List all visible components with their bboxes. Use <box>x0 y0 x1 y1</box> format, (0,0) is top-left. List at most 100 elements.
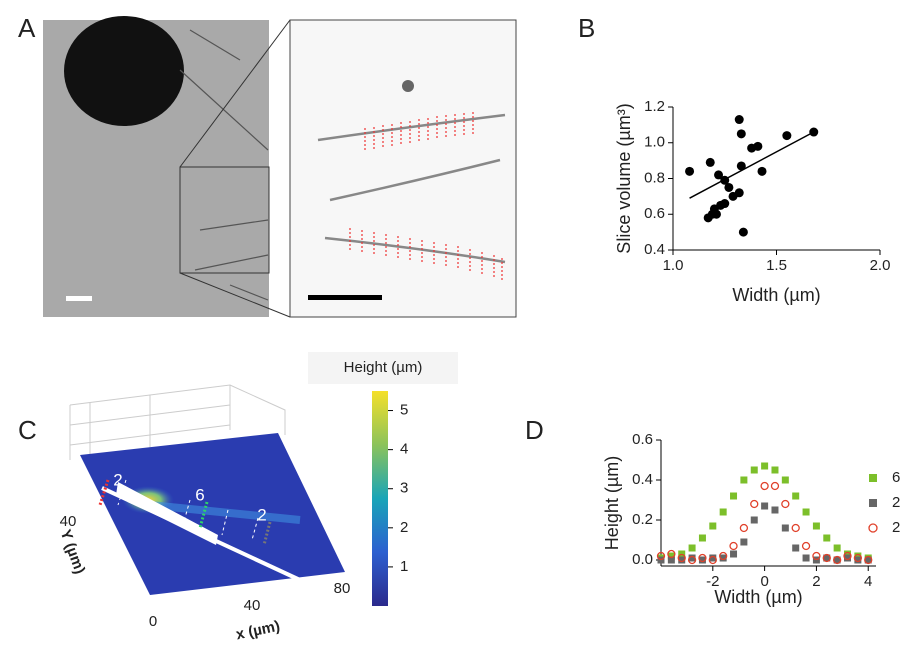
point <box>844 554 852 562</box>
point <box>709 522 717 530</box>
section-label: 6 <box>195 485 204 504</box>
point <box>832 555 842 565</box>
point <box>719 508 727 516</box>
point <box>734 115 744 125</box>
point <box>724 182 734 192</box>
point <box>782 131 792 141</box>
y-tick-label: 0.4 <box>644 241 665 258</box>
y-tick-label: 40 <box>60 513 77 530</box>
x-axis-label: x (µm) <box>234 618 281 644</box>
point <box>677 553 686 563</box>
point <box>714 170 724 180</box>
colorbar-tick-label: 1 <box>400 558 408 575</box>
legend-label: 2 <box>892 494 900 511</box>
micrograph <box>43 16 517 318</box>
y-tick-label: 0.6 <box>644 205 665 222</box>
point <box>667 549 676 559</box>
point <box>688 544 696 552</box>
point <box>761 502 769 510</box>
x-tick-label: 4 <box>864 573 872 590</box>
point <box>781 524 789 532</box>
x-axis-label: Width (µm) <box>732 285 820 305</box>
point <box>761 462 769 470</box>
point <box>833 556 841 564</box>
panel-label: A <box>18 13 36 43</box>
point <box>720 199 730 209</box>
panel-label: C <box>18 415 37 445</box>
point <box>711 209 721 219</box>
point <box>656 551 666 561</box>
point <box>740 538 748 546</box>
x-tick-label: 2.0 <box>870 257 891 274</box>
point <box>705 157 715 167</box>
point <box>688 554 696 562</box>
point <box>760 481 769 491</box>
y-tick-label: 0.4 <box>632 471 653 488</box>
y-tick-label: 0.6 <box>632 431 653 448</box>
point <box>770 481 780 491</box>
colorbar-title-bg <box>308 352 458 384</box>
point <box>802 554 810 562</box>
point <box>771 506 779 514</box>
point <box>854 556 862 564</box>
x-tick-label: 1.0 <box>663 257 684 274</box>
point <box>736 129 746 139</box>
point <box>750 466 758 474</box>
point <box>685 166 695 176</box>
legend-marker <box>869 499 877 507</box>
point <box>698 556 706 564</box>
x-axis-label: Width (µm) <box>714 587 802 607</box>
section-label: 2 <box>257 505 266 524</box>
legend-marker <box>869 474 877 482</box>
x-tick-label: 0 <box>149 613 157 630</box>
point <box>771 466 779 474</box>
point <box>730 492 738 500</box>
y-tick-label: 0.2 <box>632 511 653 528</box>
point <box>667 556 675 564</box>
x-tick-label: 80 <box>334 580 351 597</box>
colorbar-title: Height (µm) <box>344 359 423 376</box>
point <box>720 175 730 185</box>
point <box>854 552 862 560</box>
point <box>812 522 820 530</box>
panel-label: B <box>578 13 595 43</box>
colorbar-tick-label: 3 <box>400 480 408 497</box>
point <box>698 553 707 563</box>
y-tick-label: 0.0 <box>632 551 653 568</box>
point <box>687 555 697 565</box>
point <box>844 550 852 558</box>
y-axis-label: Height (µm) <box>602 456 622 550</box>
fit-line <box>689 131 815 199</box>
y-axis-label: Y (µm) <box>57 527 89 576</box>
point <box>719 551 728 561</box>
point <box>738 227 748 237</box>
colorbar-tick-label: 2 <box>400 519 408 536</box>
point <box>750 516 758 524</box>
point <box>740 476 748 484</box>
point <box>792 544 800 552</box>
colorbar-tick-label: 4 <box>400 441 408 458</box>
point <box>809 127 819 137</box>
point <box>843 551 852 561</box>
y-tick-label: 1.0 <box>644 134 665 151</box>
surface-plot <box>69 384 388 606</box>
point <box>719 554 727 562</box>
point <box>812 551 821 561</box>
point <box>750 499 759 509</box>
point <box>709 554 717 562</box>
point <box>739 523 749 533</box>
colorbar-tick-label: 5 <box>400 402 408 419</box>
point <box>864 555 873 565</box>
panel-label: D <box>525 415 544 445</box>
legend-marker <box>868 523 878 533</box>
point <box>667 552 675 560</box>
x-tick-label: 0 <box>760 573 768 590</box>
point <box>822 553 831 563</box>
legend-label: 2 <box>892 519 900 536</box>
y-tick-label: 0.8 <box>644 169 665 186</box>
point <box>734 188 744 198</box>
point <box>708 555 717 565</box>
point <box>802 508 810 516</box>
x-tick-label: -2 <box>706 573 719 590</box>
